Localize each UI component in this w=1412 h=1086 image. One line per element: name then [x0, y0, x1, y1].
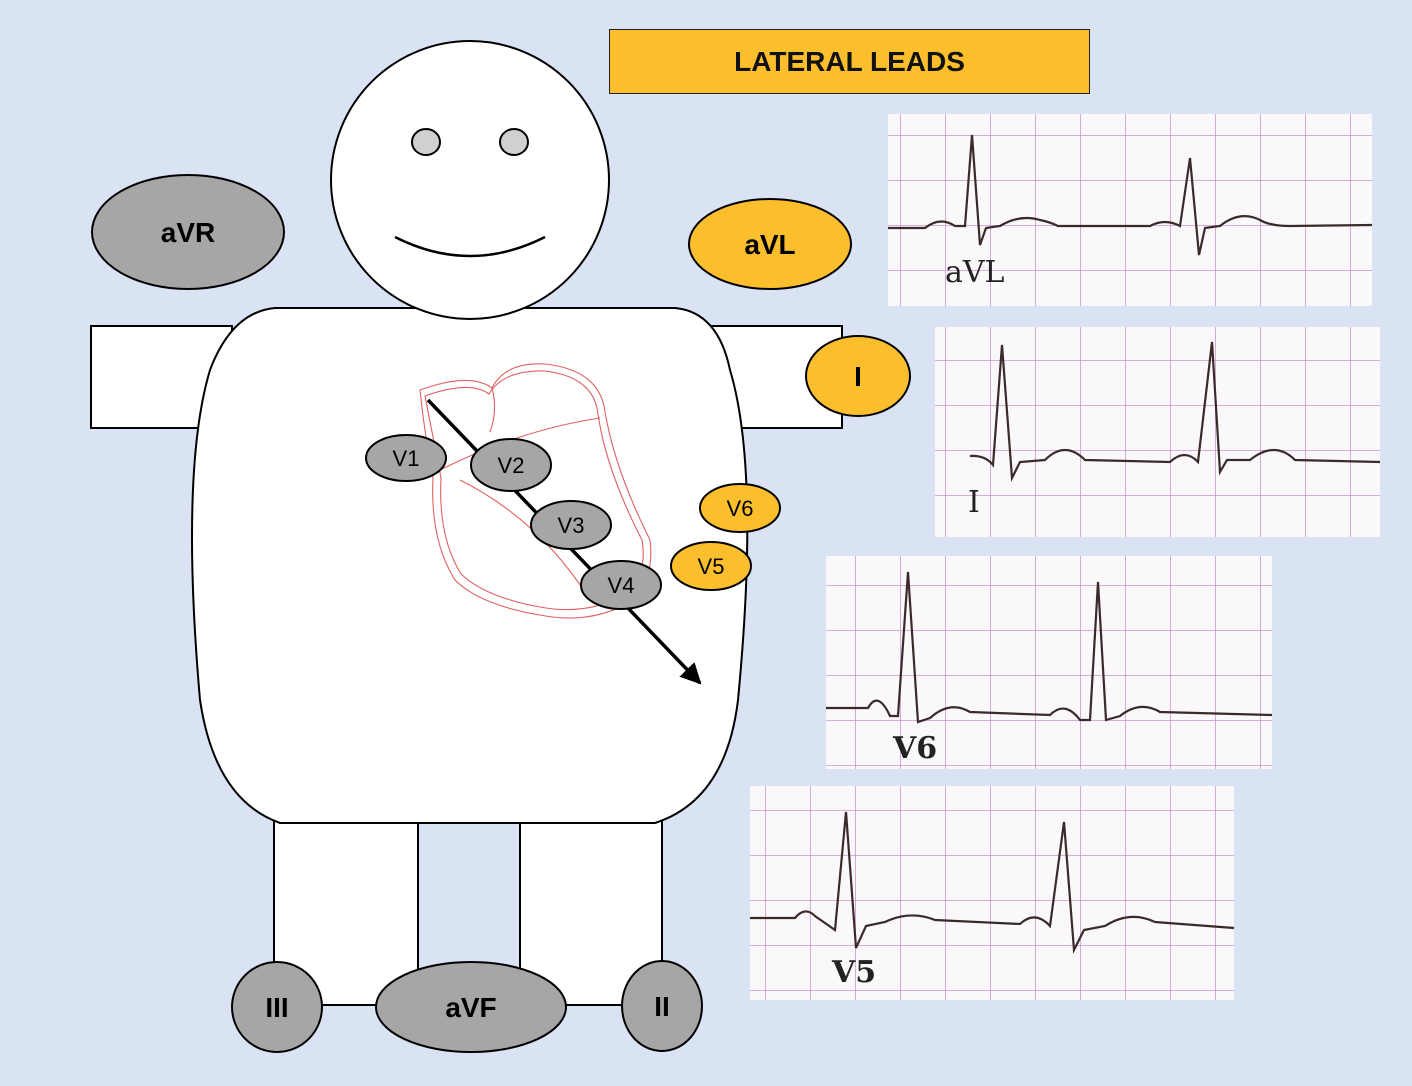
page-title: LATERAL LEADS	[609, 29, 1090, 94]
lead-label-i: I	[854, 361, 862, 392]
lead-avf: aVF	[375, 961, 567, 1053]
lead-label-v1: V1	[393, 446, 420, 471]
lead-v4: V4	[580, 560, 662, 610]
ecg-strip-avl: aVL	[888, 114, 1373, 306]
lead-avr: aVR	[91, 174, 285, 290]
head	[330, 40, 610, 320]
ecg-label-i: I	[968, 485, 980, 520]
lead-iii: III	[231, 961, 323, 1053]
lead-v1: V1	[365, 434, 447, 482]
lead-ii: II	[621, 960, 703, 1052]
lead-label-v3: V3	[558, 513, 585, 538]
torso	[191, 307, 749, 824]
lead-label-v5: V5	[698, 554, 725, 579]
ecg-strip-v6: V6	[826, 556, 1273, 769]
lead-label-iii: III	[265, 992, 288, 1023]
lead-v5: V5	[670, 541, 752, 591]
lead-label-avl: aVL	[744, 229, 795, 260]
ecg-label-v5: V5	[831, 955, 876, 990]
ecg-strip-i: I	[935, 327, 1381, 537]
left-eye	[411, 128, 441, 156]
lead-i: I	[805, 335, 911, 417]
lead-avl: aVL	[688, 198, 852, 290]
lead-v6: V6	[699, 483, 781, 533]
ecg-strip-v5: V5	[750, 786, 1235, 1000]
smile	[394, 235, 546, 258]
lead-v2: V2	[470, 438, 552, 492]
lead-label-v2: V2	[498, 453, 525, 478]
lead-label-avf: aVF	[445, 992, 496, 1023]
ecg-label-v6: V6	[892, 731, 937, 766]
ecg-label-avl: aVL	[945, 255, 1005, 290]
lead-label-ii: II	[654, 991, 670, 1022]
right-eye	[499, 128, 529, 156]
lead-label-v6: V6	[727, 496, 754, 521]
lead-label-v4: V4	[608, 573, 635, 598]
lead-v3: V3	[530, 500, 612, 550]
lead-label-avr: aVR	[161, 217, 215, 248]
